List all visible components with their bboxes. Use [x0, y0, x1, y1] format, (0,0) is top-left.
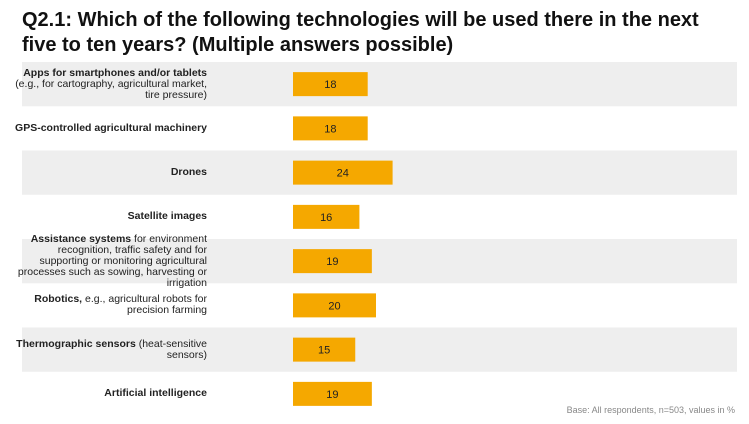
category-label: Artificial intelligence [104, 387, 207, 400]
row-stripe [22, 327, 737, 372]
data-label: 20 [328, 300, 340, 312]
data-label: 19 [326, 389, 338, 401]
category-label: Robotics, e.g., agricultural robots for … [34, 293, 207, 317]
category-label: Assistance systems for environment recog… [17, 232, 207, 289]
data-label: 15 [318, 345, 330, 357]
category-label: Satellite images [127, 210, 207, 223]
data-label: 16 [320, 212, 332, 224]
data-label: 18 [324, 79, 336, 91]
bar [293, 116, 368, 141]
category-label: Thermographic sensors (heat-sensitive se… [16, 337, 207, 361]
chart-title: Q2.1: Which of the following technologie… [22, 9, 699, 56]
data-label: 18 [324, 123, 336, 135]
row-stripe [22, 62, 737, 107]
bar [293, 204, 360, 229]
category-label: Drones [170, 166, 207, 179]
bar [293, 160, 393, 185]
data-label: 19 [326, 256, 338, 268]
row-stripe [22, 239, 737, 284]
data-label: 24 [337, 168, 349, 180]
bar [293, 337, 356, 362]
bar [293, 381, 372, 406]
category-label: Apps for smartphones and/or tablets (e.g… [15, 66, 207, 101]
bar [293, 293, 376, 318]
bar [293, 72, 368, 97]
bar [293, 249, 372, 274]
footnote: Base: All respondents, n=503, values in … [566, 405, 735, 415]
category-label: GPS-controlled agricultural machinery [15, 121, 207, 134]
